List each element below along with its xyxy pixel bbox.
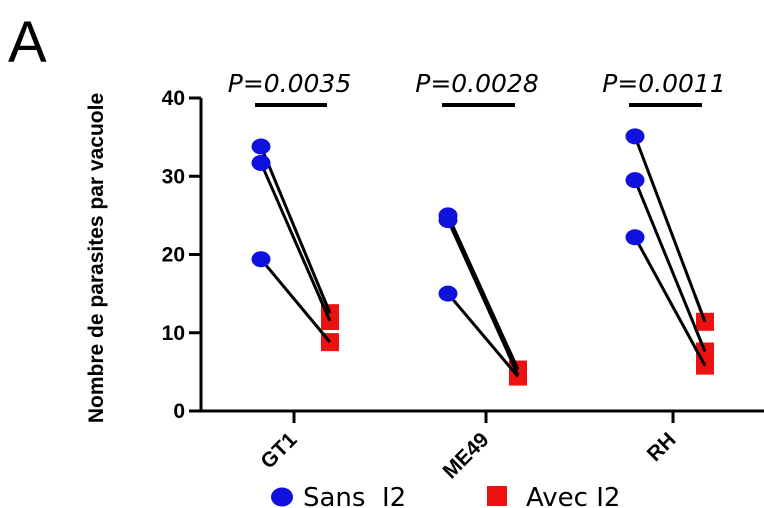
sans-point: [438, 285, 458, 302]
pair-connector-end: [693, 326, 707, 353]
p-value-label: P=0.0035: [228, 69, 352, 98]
y-tick-label: 30: [162, 165, 185, 188]
x-tick-label: ME49: [438, 428, 493, 483]
sans-point: [625, 172, 645, 189]
legend: Sans I2 Avec I2: [271, 483, 620, 508]
pair-connector-end: [693, 346, 707, 367]
sans-point: [251, 251, 271, 268]
legend-sans-marker: [271, 487, 293, 507]
pair-connector-end: [506, 346, 520, 371]
pair-connector: [259, 145, 332, 314]
pair-connector: [633, 236, 707, 367]
pair-connector: [633, 179, 707, 353]
legend-avec-marker: [487, 486, 507, 506]
sans-point: [251, 138, 271, 155]
legend-avec-label: Avec I2: [526, 483, 620, 508]
x-tick-label: GT1: [256, 428, 301, 473]
pair-connector-end: [693, 294, 707, 323]
sans-point: [625, 229, 645, 246]
pair-connector-end: [506, 352, 520, 376]
sans-point: [438, 212, 458, 229]
pair-connector-end: [506, 363, 520, 378]
p-value-label: P=0.0028: [415, 69, 539, 98]
y-tick-label: 10: [162, 322, 185, 345]
pair-connector-end: [318, 329, 332, 344]
pair-connector: [446, 292, 520, 378]
x-tick-label: RH: [643, 428, 681, 466]
panel-letter: A: [8, 10, 47, 75]
pair-connector-end: [318, 297, 332, 322]
pair-connector: [446, 219, 520, 376]
p-value-label: P=0.0011: [602, 69, 726, 98]
pair-connector-end: [318, 288, 332, 314]
pair-connector: [259, 162, 332, 322]
pair-connector: [633, 135, 707, 323]
annotations: P=0.0035 P=0.0028 P=0.0011: [228, 69, 726, 107]
data-points: [251, 128, 714, 386]
sans-point: [251, 154, 271, 171]
y-axis-label: Nombre de parasites par vacuole: [85, 93, 108, 423]
y-tick-label: 40: [162, 87, 185, 110]
sans-point: [625, 128, 645, 145]
y-tick-label: 20: [162, 244, 185, 267]
y-tick-label: 0: [173, 400, 185, 423]
legend-sans-label: Sans I2: [303, 483, 406, 508]
pair-connector: [259, 258, 332, 344]
pair-connector: [446, 214, 520, 371]
connectors: [259, 135, 707, 378]
